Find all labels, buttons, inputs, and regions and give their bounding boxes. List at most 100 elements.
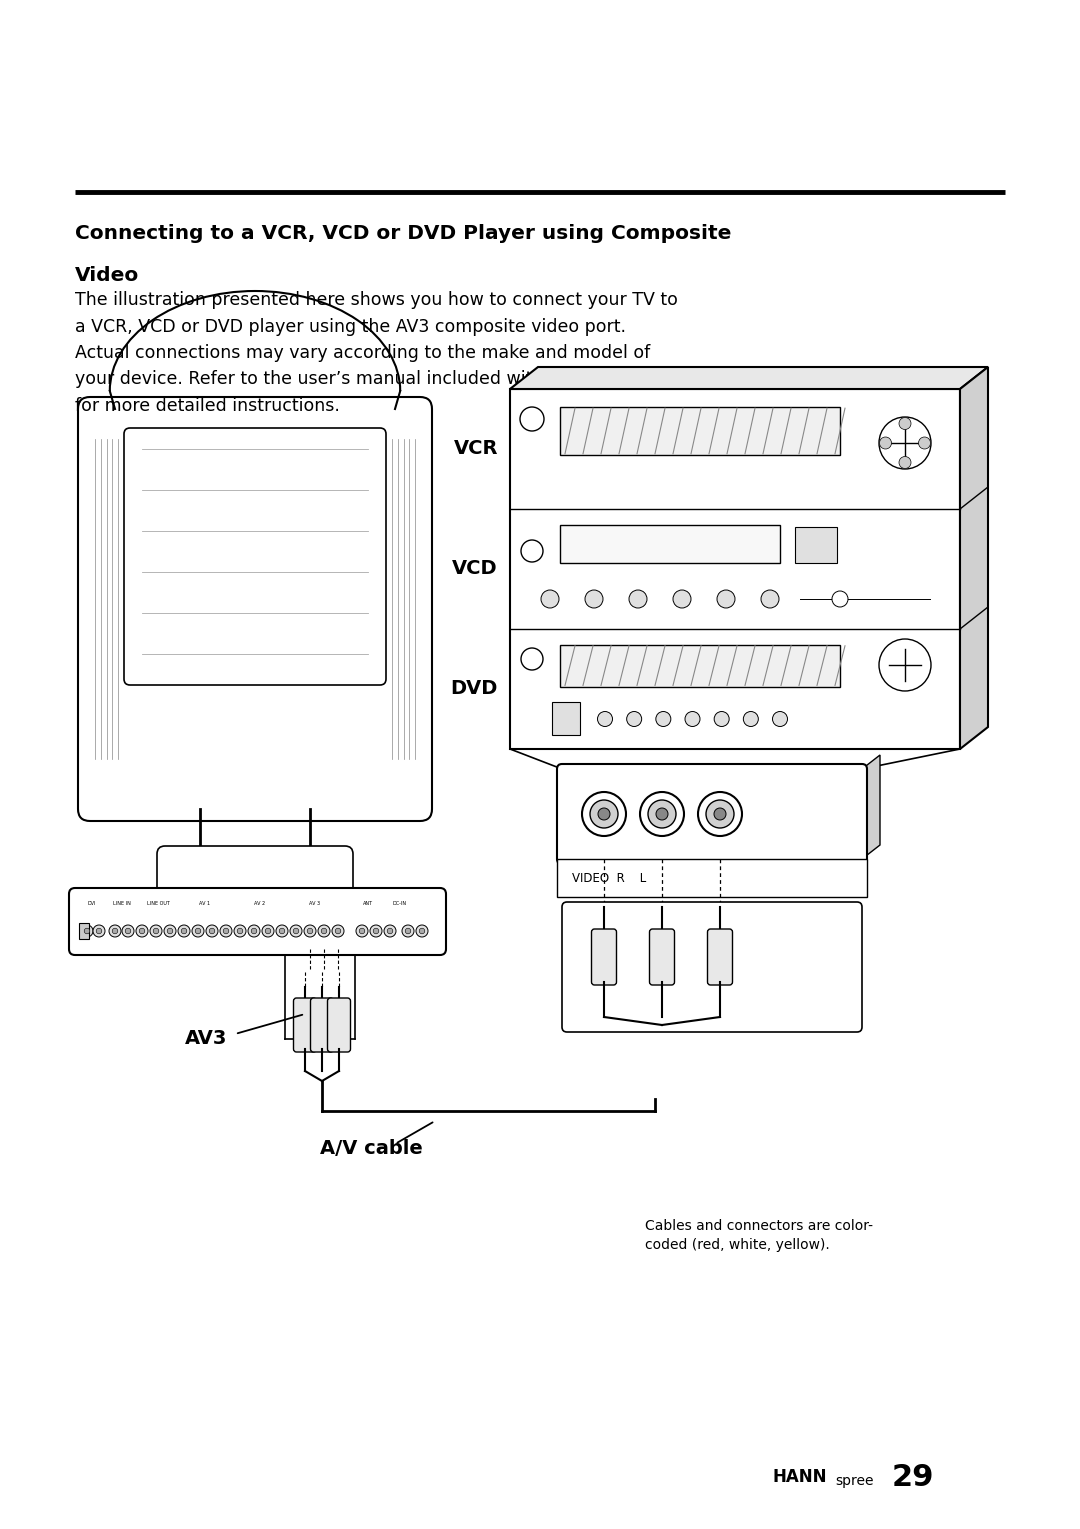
Text: LINE IN: LINE IN	[113, 901, 131, 907]
Circle shape	[321, 928, 327, 934]
FancyBboxPatch shape	[311, 998, 334, 1052]
Circle shape	[405, 928, 410, 934]
Bar	[552, 702, 580, 734]
Circle shape	[291, 925, 302, 937]
Circle shape	[96, 928, 102, 934]
Text: a VCR, VCD or DVD player using the AV3 composite video port.: a VCR, VCD or DVD player using the AV3 c…	[75, 318, 626, 335]
Circle shape	[648, 800, 676, 829]
Bar	[79, 924, 89, 939]
Circle shape	[585, 590, 603, 609]
Circle shape	[252, 928, 257, 934]
Text: ANT: ANT	[363, 901, 373, 907]
Circle shape	[206, 925, 218, 937]
FancyBboxPatch shape	[327, 998, 351, 1052]
Text: for more detailed instructions.: for more detailed instructions.	[75, 398, 340, 414]
FancyBboxPatch shape	[69, 888, 446, 956]
Circle shape	[714, 711, 729, 726]
Circle shape	[234, 925, 246, 937]
Circle shape	[238, 928, 243, 934]
FancyBboxPatch shape	[562, 902, 862, 1032]
Circle shape	[122, 925, 134, 937]
Circle shape	[84, 928, 90, 934]
Circle shape	[360, 928, 365, 934]
Circle shape	[262, 925, 274, 937]
Circle shape	[248, 925, 260, 937]
Circle shape	[656, 807, 669, 820]
Circle shape	[899, 457, 912, 468]
Circle shape	[541, 590, 559, 609]
FancyBboxPatch shape	[124, 428, 386, 685]
Text: AV 2: AV 2	[255, 901, 266, 907]
Bar	[561, 645, 840, 687]
Text: AV 1: AV 1	[200, 901, 211, 907]
Bar	[510, 388, 960, 749]
Bar	[561, 407, 840, 456]
Circle shape	[332, 925, 345, 937]
Text: VCD: VCD	[453, 560, 498, 578]
FancyBboxPatch shape	[157, 846, 353, 902]
Circle shape	[192, 925, 204, 937]
Circle shape	[743, 711, 758, 726]
Circle shape	[153, 928, 159, 934]
Text: VCR: VCR	[454, 439, 498, 459]
Circle shape	[590, 800, 618, 829]
Text: HANN: HANN	[772, 1468, 826, 1486]
Circle shape	[112, 928, 118, 934]
Text: DVD: DVD	[450, 679, 498, 699]
Circle shape	[125, 928, 131, 934]
Circle shape	[303, 925, 316, 937]
Circle shape	[109, 925, 121, 937]
FancyBboxPatch shape	[649, 930, 675, 985]
Circle shape	[136, 925, 148, 937]
Text: Video: Video	[75, 266, 139, 284]
Circle shape	[714, 807, 726, 820]
Circle shape	[178, 925, 190, 937]
Circle shape	[761, 590, 779, 609]
Text: The illustration presented here shows you how to connect your TV to: The illustration presented here shows yo…	[75, 291, 678, 309]
Circle shape	[164, 925, 176, 937]
Text: Connecting to a VCR, VCD or DVD Player using Composite: Connecting to a VCR, VCD or DVD Player u…	[75, 225, 731, 243]
Circle shape	[293, 928, 299, 934]
Bar	[795, 528, 837, 563]
Text: DC-IN: DC-IN	[393, 901, 407, 907]
Circle shape	[918, 437, 931, 450]
Circle shape	[370, 925, 382, 937]
Polygon shape	[510, 367, 988, 388]
Circle shape	[582, 792, 626, 836]
Polygon shape	[960, 367, 988, 749]
Text: 29: 29	[892, 1463, 934, 1491]
Circle shape	[656, 711, 671, 726]
Circle shape	[266, 928, 271, 934]
Circle shape	[879, 639, 931, 691]
Text: DVI: DVI	[87, 901, 96, 907]
Circle shape	[224, 928, 229, 934]
Circle shape	[640, 792, 684, 836]
Circle shape	[81, 925, 93, 937]
Circle shape	[598, 807, 610, 820]
Circle shape	[832, 592, 848, 607]
Circle shape	[181, 928, 187, 934]
Circle shape	[167, 928, 173, 934]
Circle shape	[521, 648, 543, 670]
Circle shape	[685, 711, 700, 726]
Text: VIDEO  R    L: VIDEO R L	[572, 872, 646, 884]
FancyBboxPatch shape	[707, 930, 732, 985]
FancyBboxPatch shape	[78, 398, 432, 821]
Circle shape	[419, 928, 424, 934]
Circle shape	[629, 590, 647, 609]
Circle shape	[416, 925, 428, 937]
Circle shape	[879, 417, 931, 469]
Bar	[557, 859, 867, 898]
Circle shape	[276, 925, 288, 937]
Circle shape	[356, 925, 368, 937]
Circle shape	[772, 711, 787, 726]
Circle shape	[626, 711, 642, 726]
FancyBboxPatch shape	[557, 764, 867, 864]
Circle shape	[139, 928, 145, 934]
Circle shape	[335, 928, 341, 934]
Text: Cables and connectors are color-
coded (red, white, yellow).: Cables and connectors are color- coded (…	[645, 1219, 873, 1252]
Text: LINE OUT: LINE OUT	[147, 901, 170, 907]
Text: AV3: AV3	[185, 1029, 228, 1049]
Text: your device. Refer to the user’s manual included with the AV device: your device. Refer to the user’s manual …	[75, 370, 669, 388]
Circle shape	[698, 792, 742, 836]
